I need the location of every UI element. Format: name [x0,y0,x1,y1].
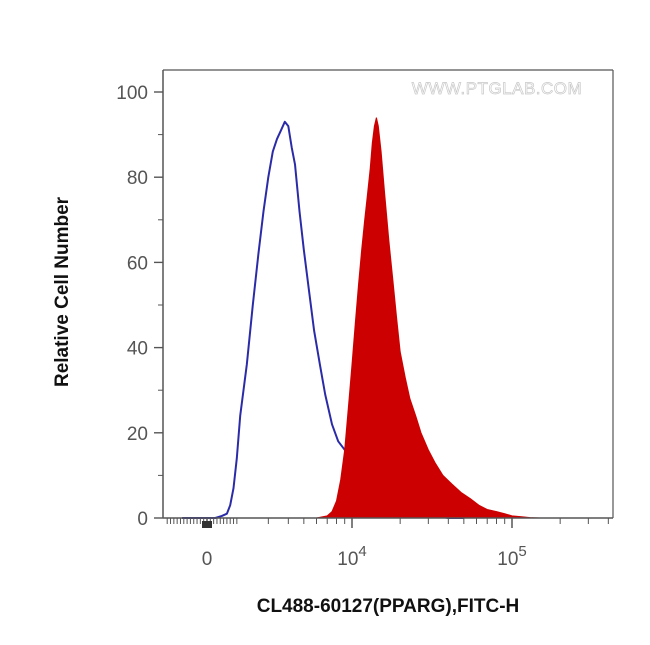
x-tick-label: 104 [337,543,366,570]
x-axis-title: CL488-60127(PPARG),FITC-H [257,596,520,617]
y-axis-title: Relative Cell Number [52,196,73,387]
sample-histogram-fill [288,117,541,519]
y-tick-label: 20 [127,424,148,445]
series-layer [182,117,541,519]
y-tick-label: 0 [137,509,148,530]
watermark-text: WWW.PTGLAB.COM [412,79,582,98]
y-tick-label: 40 [127,339,148,360]
y-axis: 0 20 40 60 80 100 [116,83,163,530]
x-tick-label: 0 [202,549,213,570]
x-tick-label: 105 [497,543,526,570]
x-tick-exponent: 4 [358,543,366,560]
x-axis: 0 104 105 [166,518,609,570]
y-tick-label: 80 [127,168,148,189]
y-tick-label: 60 [127,253,148,274]
plot-frame [162,69,614,519]
x-tick-exponent: 5 [518,543,526,560]
x-zero-marker [202,521,212,528]
y-tick-label: 100 [116,83,148,104]
